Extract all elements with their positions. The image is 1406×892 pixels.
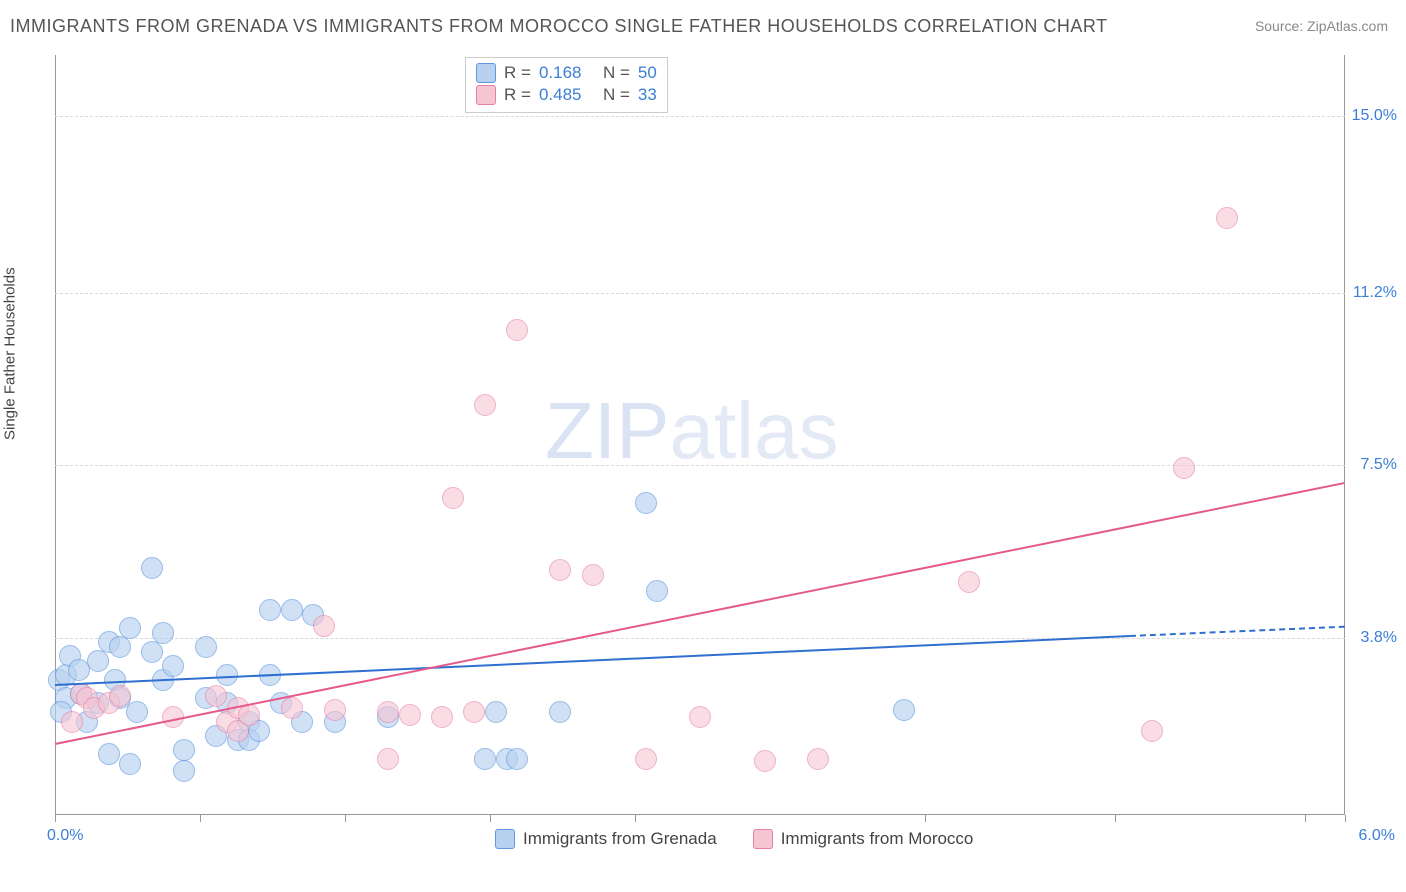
data-point-morocco [399,704,421,726]
gridline [55,116,1345,117]
legend-swatch-icon [476,85,496,105]
data-point-grenada [173,760,195,782]
series-legend-label: Immigrants from Grenada [523,829,717,849]
stats-legend-box: R = 0.168 N = 50 R = 0.485 N = 33 [465,57,668,113]
x-tick [55,815,56,822]
source-name: ZipAtlas.com [1307,18,1388,34]
y-tick-label: 7.5% [1361,456,1397,474]
x-tick [200,815,201,822]
stats-legend-row: R = 0.485 N = 33 [476,84,657,106]
y-tick-label: 15.0% [1352,107,1397,125]
data-point-grenada [162,655,184,677]
data-point-grenada [195,636,217,658]
n-value: 33 [638,84,657,106]
data-point-grenada [173,739,195,761]
legend-swatch-icon [476,63,496,83]
data-point-grenada [119,753,141,775]
data-point-morocco [109,685,131,707]
r-value: 0.485 [539,84,595,106]
x-axis-line [55,814,1345,815]
n-value: 50 [638,62,657,84]
gridline [55,465,1345,466]
data-point-grenada [893,699,915,721]
r-value: 0.168 [539,62,595,84]
data-point-grenada [109,636,131,658]
series-legend-label: Immigrants from Morocco [781,829,974,849]
stats-legend-row: R = 0.168 N = 50 [476,62,657,84]
series-legend-item: Immigrants from Morocco [753,829,974,849]
gridline [55,638,1345,639]
legend-swatch-icon [753,829,773,849]
n-label: N = [603,84,630,106]
gridline [55,293,1345,294]
y-tick-label: 3.8% [1361,629,1397,647]
data-point-morocco [61,711,83,733]
data-point-grenada [119,617,141,639]
r-label: R = [504,62,531,84]
trendline-extrapolation [1130,626,1345,637]
series-legend: Immigrants from Grenada Immigrants from M… [495,829,973,849]
source-attribution: Source: ZipAtlas.com [1255,18,1388,34]
data-point-morocco [1216,207,1238,229]
data-point-morocco [313,615,335,637]
data-point-morocco [377,748,399,770]
r-label: R = [504,84,531,106]
data-point-morocco [635,748,657,770]
x-tick [1115,815,1116,822]
data-point-morocco [431,706,453,728]
legend-swatch-icon [495,829,515,849]
x-tick [490,815,491,822]
x-tick [925,815,926,822]
data-point-morocco [463,701,485,723]
data-point-grenada [485,701,507,723]
data-point-morocco [324,699,346,721]
data-point-grenada [635,492,657,514]
data-point-morocco [754,750,776,772]
x-tick [345,815,346,822]
data-point-grenada [87,650,109,672]
data-point-morocco [549,559,571,581]
data-point-morocco [377,701,399,723]
data-point-grenada [646,580,668,602]
x-axis-min-label: 0.0% [47,827,83,845]
data-point-morocco [582,564,604,586]
x-tick [1305,815,1306,822]
x-tick [635,815,636,822]
data-point-morocco [807,748,829,770]
watermark: ZIPatlas [545,385,838,477]
data-point-grenada [98,743,120,765]
data-point-morocco [281,697,303,719]
data-point-morocco [442,487,464,509]
n-label: N = [603,62,630,84]
data-point-grenada [259,599,281,621]
x-axis-max-label: 6.0% [1359,827,1395,845]
series-legend-item: Immigrants from Grenada [495,829,717,849]
data-point-grenada [141,641,163,663]
data-point-grenada [281,599,303,621]
data-point-morocco [958,571,980,593]
data-point-grenada [126,701,148,723]
data-point-morocco [689,706,711,728]
data-point-morocco [474,394,496,416]
data-point-grenada [549,701,571,723]
scatter-plot-area: ZIPatlas 0.0% 6.0% R = 0.168N = 50R = 0.… [55,55,1345,815]
data-point-grenada [474,748,496,770]
y-axis-label: Single Father Households [2,267,19,440]
x-tick [1345,815,1346,822]
data-point-morocco [1173,457,1195,479]
data-point-grenada [152,622,174,644]
data-point-grenada [141,557,163,579]
y-axis-right-line [1344,55,1345,815]
source-prefix: Source: [1255,18,1307,34]
data-point-morocco [506,319,528,341]
y-tick-label: 11.2% [1353,284,1397,302]
data-point-morocco [1141,720,1163,742]
chart-title: IMMIGRANTS FROM GRENADA VS IMMIGRANTS FR… [10,16,1108,37]
data-point-grenada [506,748,528,770]
data-point-morocco [205,685,227,707]
